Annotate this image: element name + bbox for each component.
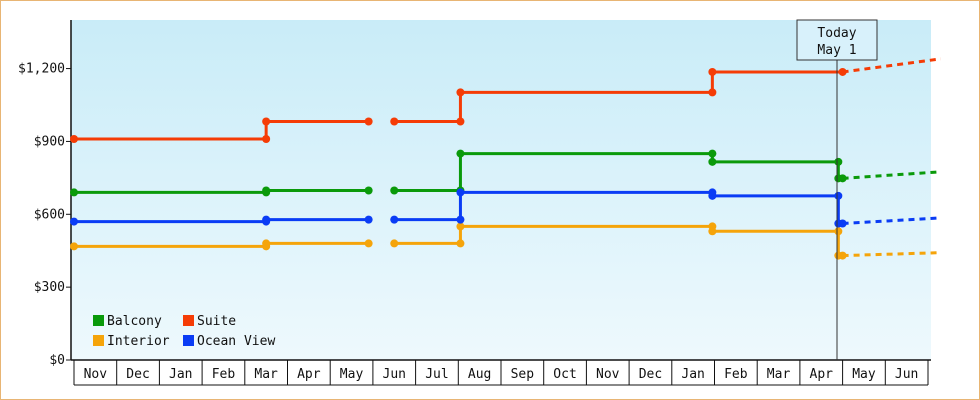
data-point xyxy=(456,149,465,158)
x-tick-label: Oct xyxy=(553,367,576,382)
data-point xyxy=(364,117,373,126)
data-point xyxy=(364,215,373,224)
x-tick-label: Jan xyxy=(169,367,192,382)
data-point xyxy=(456,88,465,97)
legend-label: Interior xyxy=(107,334,170,349)
data-point xyxy=(708,88,717,97)
forecast-line xyxy=(842,251,941,258)
data-point xyxy=(708,227,717,236)
legend-swatch xyxy=(183,335,194,346)
y-tick-label: $600 xyxy=(34,207,65,222)
series-suite xyxy=(70,57,942,143)
forecast-line xyxy=(842,57,942,74)
legend-swatch xyxy=(183,315,194,326)
legend: Balcony Suite Interior Ocean View xyxy=(93,314,275,349)
data-point xyxy=(456,188,465,197)
data-point xyxy=(70,188,78,197)
data-point xyxy=(834,191,843,200)
axes: $0 $300 $600 $900 $1,200 Nov Dec Jan Feb Mar Apr Ma… xyxy=(18,20,931,386)
forecast-line xyxy=(842,216,941,226)
today-box xyxy=(796,19,878,61)
series-interior xyxy=(70,222,941,260)
x-tick-label: Jun xyxy=(383,367,406,382)
today-marker: Today May 1 xyxy=(796,19,878,360)
data-point xyxy=(456,239,465,248)
x-tick-label: Apr xyxy=(810,367,834,382)
data-point xyxy=(390,215,399,224)
series-layer xyxy=(70,57,942,260)
x-tick-label: Feb xyxy=(724,367,748,382)
data-point xyxy=(70,135,78,143)
x-tick-label: May xyxy=(852,367,876,382)
data-point xyxy=(262,215,271,224)
x-tick-label: Aug xyxy=(468,367,491,382)
data-point xyxy=(262,135,271,143)
x-tick-label: Mar xyxy=(767,367,791,382)
x-tick-label: Nov xyxy=(84,367,108,382)
x-tick-label: Jun xyxy=(895,367,918,382)
legend-swatch xyxy=(93,315,104,326)
data-point xyxy=(262,117,271,126)
data-point xyxy=(364,239,373,248)
y-tick-label: $1,200 xyxy=(18,62,65,77)
data-point xyxy=(262,186,271,195)
legend-label: Suite xyxy=(197,314,236,329)
data-point xyxy=(456,222,465,231)
x-tick-label: Dec xyxy=(639,367,662,382)
data-point xyxy=(262,239,271,248)
today-label-line1: Today xyxy=(817,26,856,41)
series-line xyxy=(74,70,843,141)
data-point xyxy=(390,117,399,126)
y-tick-label: $0 xyxy=(49,353,65,368)
data-point xyxy=(70,242,78,251)
x-tick-label: Nov xyxy=(596,367,620,382)
data-point xyxy=(390,239,399,248)
legend-swatch xyxy=(93,335,104,346)
data-point xyxy=(708,191,717,200)
data-point xyxy=(390,186,399,195)
data-point xyxy=(834,227,843,236)
data-point xyxy=(708,157,717,166)
data-point xyxy=(708,149,717,158)
y-tick-label: $900 xyxy=(34,134,65,149)
data-point xyxy=(364,186,373,195)
x-tick-label: Sep xyxy=(511,367,535,382)
x-tick-label: Jan xyxy=(681,367,704,382)
forecast-line xyxy=(842,170,941,180)
x-tick-label: Dec xyxy=(126,367,149,382)
x-tick-label: Jul xyxy=(425,367,448,382)
y-tick-label: $300 xyxy=(34,280,65,295)
legend-label: Ocean View xyxy=(197,334,275,349)
x-tick-label: Feb xyxy=(212,367,236,382)
data-point xyxy=(456,117,465,126)
series-ocean-view xyxy=(70,188,941,228)
data-point xyxy=(708,67,717,76)
series-balcony xyxy=(70,149,941,197)
data-point xyxy=(834,157,843,166)
x-tick-label: Mar xyxy=(254,367,278,382)
legend-label: Balcony xyxy=(107,314,162,329)
plot-area xyxy=(71,20,931,360)
data-point xyxy=(70,217,78,226)
x-tick-label: May xyxy=(340,367,364,382)
today-label-line2: May 1 xyxy=(817,43,856,58)
data-point xyxy=(456,215,465,224)
x-tick-label: Apr xyxy=(297,367,321,382)
